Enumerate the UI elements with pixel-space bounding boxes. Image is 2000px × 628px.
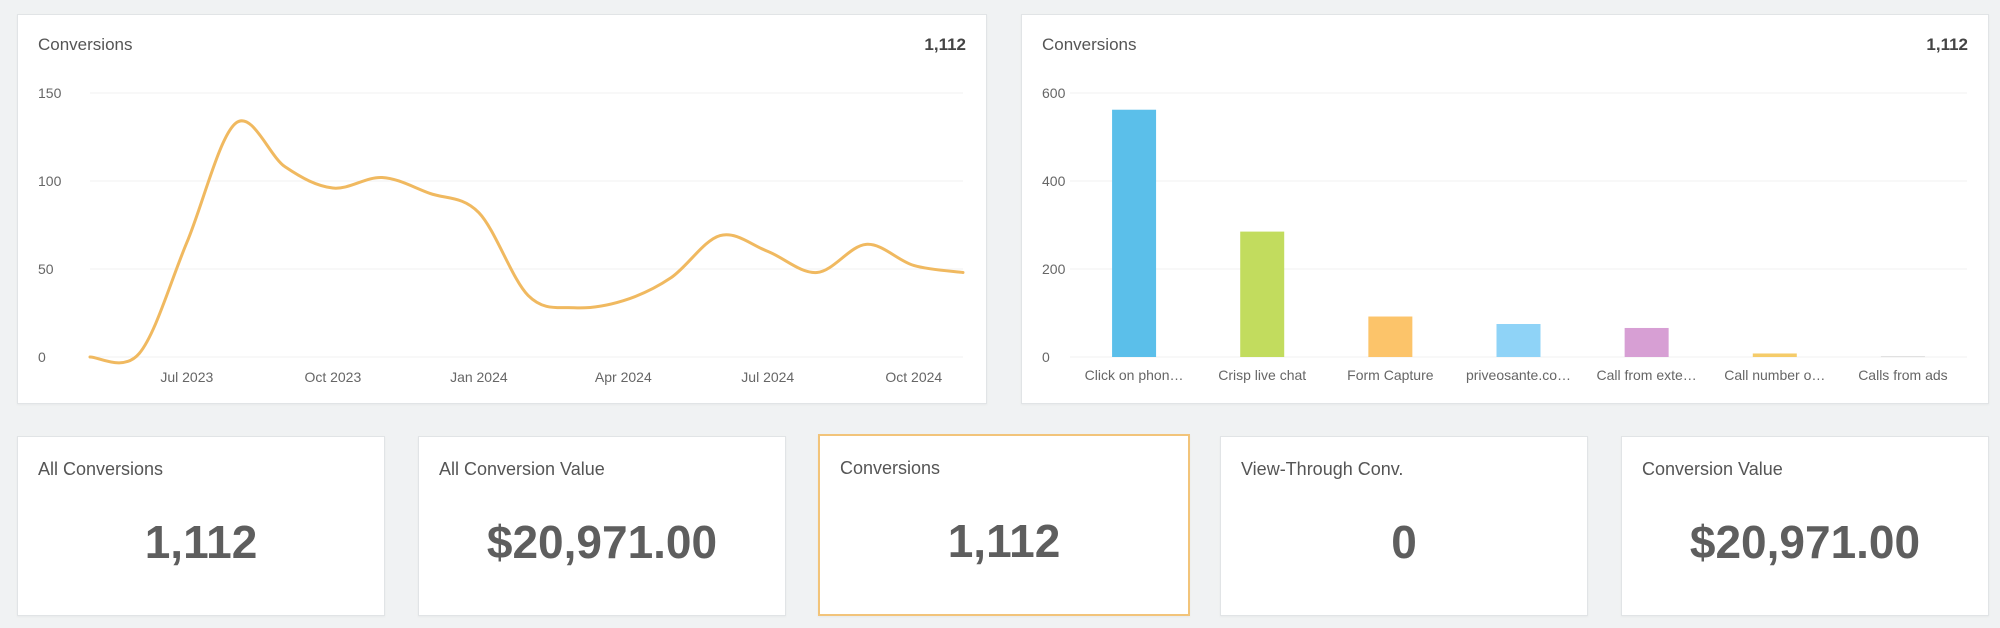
bar <box>1240 231 1285 357</box>
line-point <box>184 240 189 245</box>
line-chart[interactable]: 0 50 100 150 Jul 2023 Oct 2023 Jan 2024 Apr 202… <box>18 15 988 405</box>
kpi-card-all-conversions[interactable]: All Conversions 1,112 <box>17 436 385 616</box>
line-chart-total: 1,112 <box>924 35 966 54</box>
kpi-card-conversion-value[interactable]: Conversion Value $20,971.00 <box>1621 436 1989 616</box>
bar <box>1752 353 1797 357</box>
y-tick-label: 200 <box>1042 261 1066 277</box>
bar-chart-total: 1,112 <box>1926 35 1968 54</box>
line-point <box>621 298 626 303</box>
x-category-label: priveosante.co… <box>1466 367 1571 383</box>
x-category-label: Call from exte… <box>1596 367 1696 383</box>
x-tick-label: Oct 2024 <box>885 369 942 385</box>
x-tick-label: Jul 2024 <box>741 369 794 385</box>
y-tick-label: 600 <box>1042 85 1066 101</box>
line-point <box>668 275 673 280</box>
bar <box>1112 109 1157 357</box>
kpi-value: $20,971.00 <box>486 516 718 568</box>
conversions-line-chart-card: Conversions 1,112 0 50 100 150 Jul 2023 Oct 2… <box>17 14 987 404</box>
y-tick-label: 50 <box>38 261 54 277</box>
bar <box>1880 356 1925 358</box>
kpi-title: Conversion Value <box>1642 459 1783 479</box>
line-point <box>88 355 93 360</box>
line-point <box>572 305 577 310</box>
x-tick-label: Oct 2023 <box>304 369 361 385</box>
x-category-label: Crisp live chat <box>1218 367 1306 383</box>
y-tick-label: 0 <box>38 349 46 365</box>
bar <box>1624 327 1669 357</box>
x-tick-label: Apr 2024 <box>595 369 652 385</box>
line-point <box>380 175 385 180</box>
line-point <box>765 249 770 254</box>
bar <box>1368 316 1413 357</box>
bar <box>1496 324 1541 357</box>
line-point <box>961 270 966 275</box>
bar-chart[interactable]: 0 200 400 600 Click on phon… Crisp live chat F… <box>1022 15 1990 405</box>
x-tick-label: Jan 2024 <box>450 369 508 385</box>
line-point <box>234 120 239 125</box>
kpi-title: All Conversion Value <box>439 459 605 479</box>
y-tick-label: 400 <box>1042 173 1066 189</box>
y-tick-label: 0 <box>1042 349 1050 365</box>
y-tick-label: 100 <box>38 173 62 189</box>
y-tick-label: 150 <box>38 85 62 101</box>
bar-chart-title: Conversions <box>1042 35 1137 54</box>
line-point <box>427 191 432 196</box>
kpi-card-view-through-conv[interactable]: View-Through Conv. 0 <box>1220 436 1588 616</box>
line-point <box>864 242 869 247</box>
kpi-card-conversions[interactable]: Conversions 1,112 <box>818 434 1190 616</box>
line-point <box>814 270 819 275</box>
line-point <box>718 233 723 238</box>
kpi-title: View-Through Conv. <box>1241 459 1404 479</box>
kpi-value: 0 <box>1391 516 1417 568</box>
line-point <box>476 210 481 215</box>
x-category-label: Form Capture <box>1347 367 1434 383</box>
x-category-label: Calls from ads <box>1858 367 1947 383</box>
line-point <box>330 186 335 191</box>
line-point <box>283 164 288 169</box>
line-point <box>526 293 531 298</box>
x-category-label: Click on phon… <box>1085 367 1184 383</box>
line-point <box>911 263 916 268</box>
kpi-value: $20,971.00 <box>1689 516 1921 568</box>
conversions-bar-chart-card: Conversions 1,112 0 200 400 600 Click on pho… <box>1021 14 1989 404</box>
line-point <box>137 351 142 356</box>
kpi-value: 1,112 <box>144 516 258 568</box>
conversions-series-line <box>88 119 965 365</box>
x-category-label: Call number o… <box>1724 367 1825 383</box>
x-tick-label: Jul 2023 <box>160 369 213 385</box>
kpi-value: 1,112 <box>947 515 1061 567</box>
kpi-title: All Conversions <box>38 459 164 479</box>
kpi-title: Conversions <box>840 458 941 478</box>
line-chart-title: Conversions <box>38 35 133 54</box>
kpi-card-all-conversion-value[interactable]: All Conversion Value $20,971.00 <box>418 436 786 616</box>
